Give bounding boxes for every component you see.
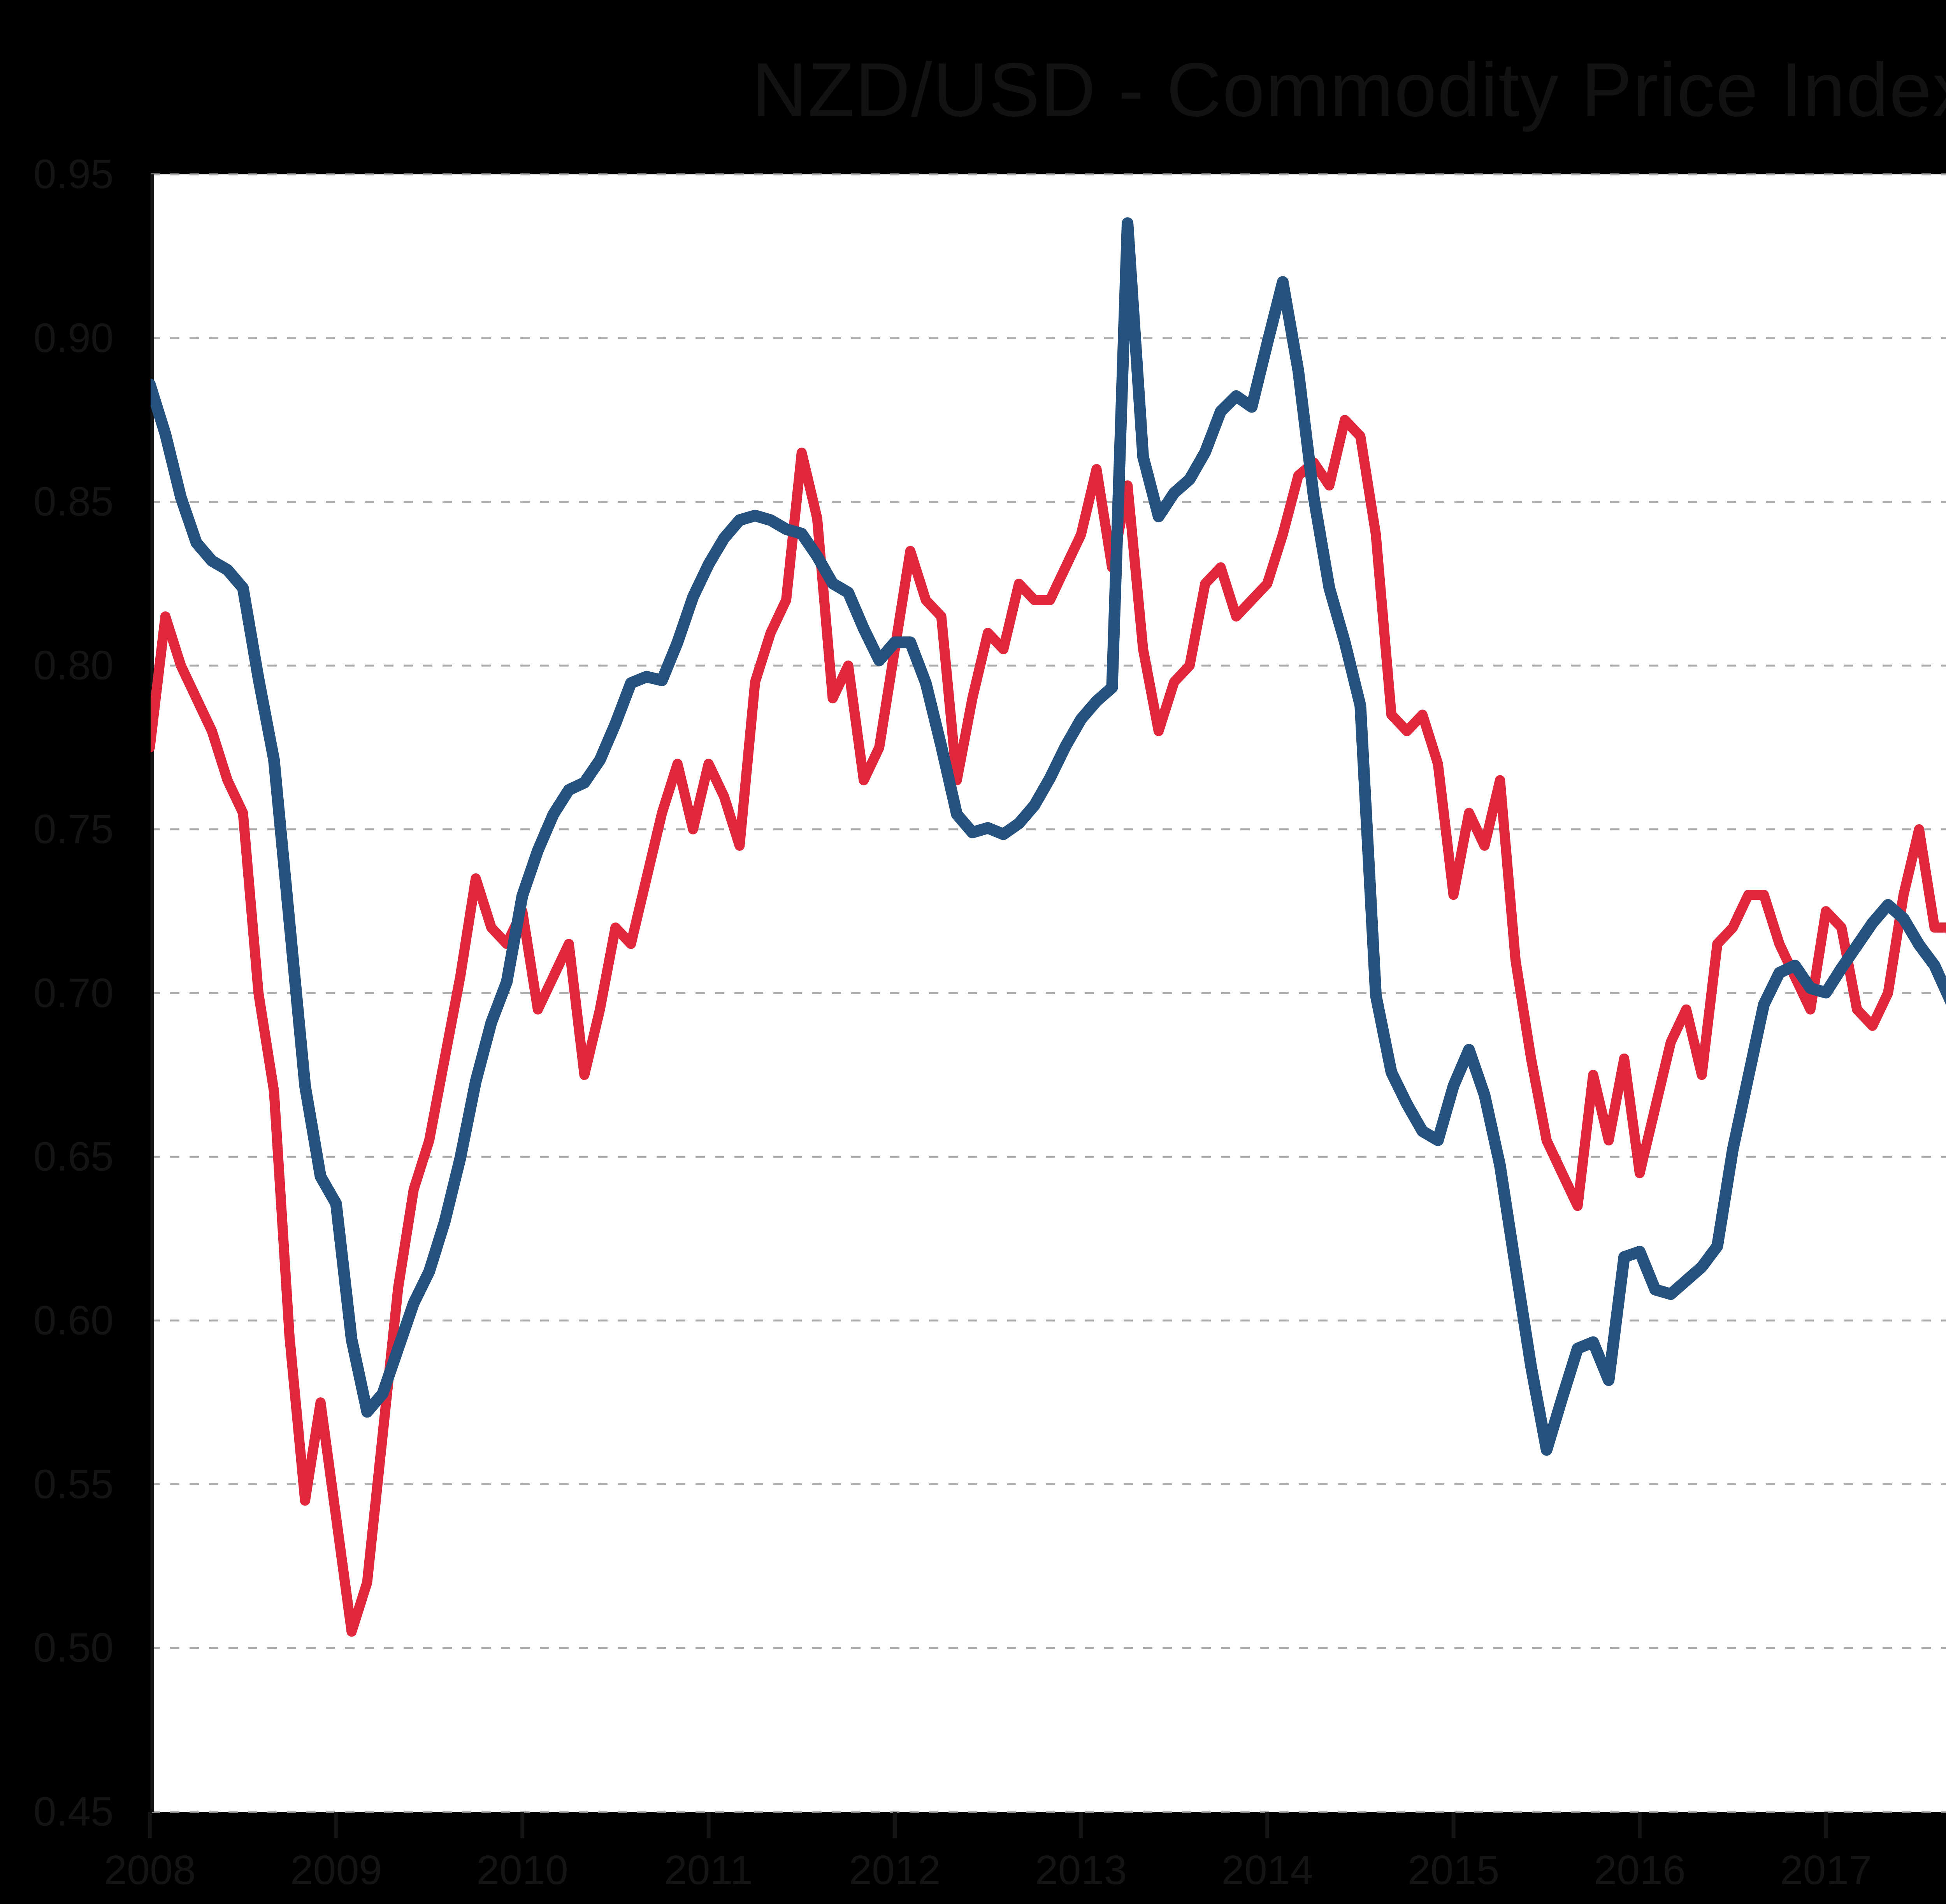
x-tick-label: 2009 bbox=[290, 1847, 382, 1893]
chart-title: NZD/USD - Commodity Price Index bbox=[752, 47, 1946, 132]
x-tick-label: 2018 bbox=[1919, 1847, 1946, 1894]
y-left-tick-label: 0.65 bbox=[33, 1133, 114, 1180]
x-tick-label: 2010 bbox=[476, 1847, 568, 1893]
y-left-tick-label: 0.55 bbox=[33, 1461, 114, 1507]
y-left-tick-label: 0.90 bbox=[33, 315, 114, 361]
y-left-tick-label: 0.95 bbox=[33, 151, 114, 197]
y-left-tick-label: 0.75 bbox=[33, 806, 114, 852]
x-tick-label: 2012 bbox=[849, 1847, 941, 1893]
x-tick-label: 2015 bbox=[1407, 1847, 1500, 1893]
x-tick-label: 2016 bbox=[1594, 1847, 1686, 1893]
y-left-tick-label: 0.70 bbox=[33, 970, 114, 1016]
series-line-nzdusd bbox=[151, 415, 1946, 1637]
x-tick-label: 2011 bbox=[664, 1847, 753, 1893]
x-tick-label: 2014 bbox=[1221, 1847, 1313, 1893]
x-tick-label: 2017 bbox=[1780, 1847, 1872, 1893]
y-left-tick-label: 0.80 bbox=[33, 642, 114, 689]
y-left-tick-label: 0.60 bbox=[33, 1297, 114, 1344]
y-left-tick-label: 0.85 bbox=[33, 478, 114, 525]
y-left-tick-label: 0.45 bbox=[33, 1788, 114, 1835]
x-tick-label: 2013 bbox=[1035, 1847, 1127, 1893]
series-line-anz-index bbox=[151, 217, 1946, 1456]
y-left-tick-label: 0.50 bbox=[33, 1625, 114, 1671]
x-tick-label: 2008 bbox=[104, 1847, 196, 1893]
